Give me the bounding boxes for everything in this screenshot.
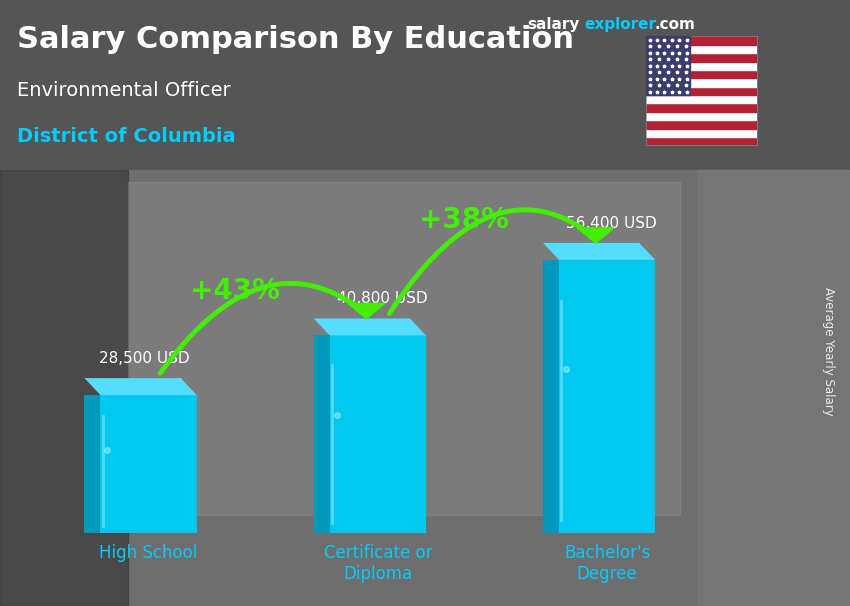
Text: +38%: +38%: [419, 206, 509, 234]
Text: Salary Comparison By Education: Salary Comparison By Education: [17, 25, 574, 55]
Bar: [128, 182, 680, 515]
Bar: [646, 112, 756, 120]
Bar: [646, 95, 756, 104]
Bar: [646, 87, 756, 95]
Bar: [646, 45, 756, 53]
Bar: [330, 336, 426, 533]
Bar: [646, 137, 756, 145]
Text: 28,500 USD: 28,500 USD: [99, 351, 190, 366]
Bar: [0, 170, 850, 606]
Bar: [646, 120, 756, 128]
Bar: [0, 170, 128, 606]
Bar: [559, 260, 655, 533]
Polygon shape: [314, 319, 426, 336]
Text: salary: salary: [527, 17, 580, 32]
Bar: [646, 62, 756, 70]
Bar: [0, 0, 850, 170]
Text: District of Columbia: District of Columbia: [17, 127, 235, 146]
Bar: [100, 395, 196, 533]
Bar: [646, 36, 756, 45]
Polygon shape: [543, 243, 655, 260]
Polygon shape: [84, 395, 100, 533]
Text: .com: .com: [654, 17, 695, 32]
Text: 40,800 USD: 40,800 USD: [337, 291, 428, 307]
Bar: [646, 53, 756, 62]
Polygon shape: [577, 228, 614, 243]
Bar: [697, 170, 850, 606]
Text: Environmental Officer: Environmental Officer: [17, 81, 230, 101]
Bar: [646, 70, 756, 78]
Polygon shape: [84, 378, 196, 395]
Text: Average Yearly Salary: Average Yearly Salary: [822, 287, 836, 416]
Polygon shape: [543, 260, 559, 533]
Bar: [646, 104, 756, 112]
Bar: [646, 36, 690, 95]
Polygon shape: [348, 304, 385, 319]
Bar: [646, 78, 756, 87]
Text: +43%: +43%: [190, 277, 280, 305]
Bar: [646, 128, 756, 137]
Polygon shape: [314, 336, 330, 533]
Text: explorer: explorer: [585, 17, 657, 32]
Text: 56,400 USD: 56,400 USD: [566, 216, 657, 231]
